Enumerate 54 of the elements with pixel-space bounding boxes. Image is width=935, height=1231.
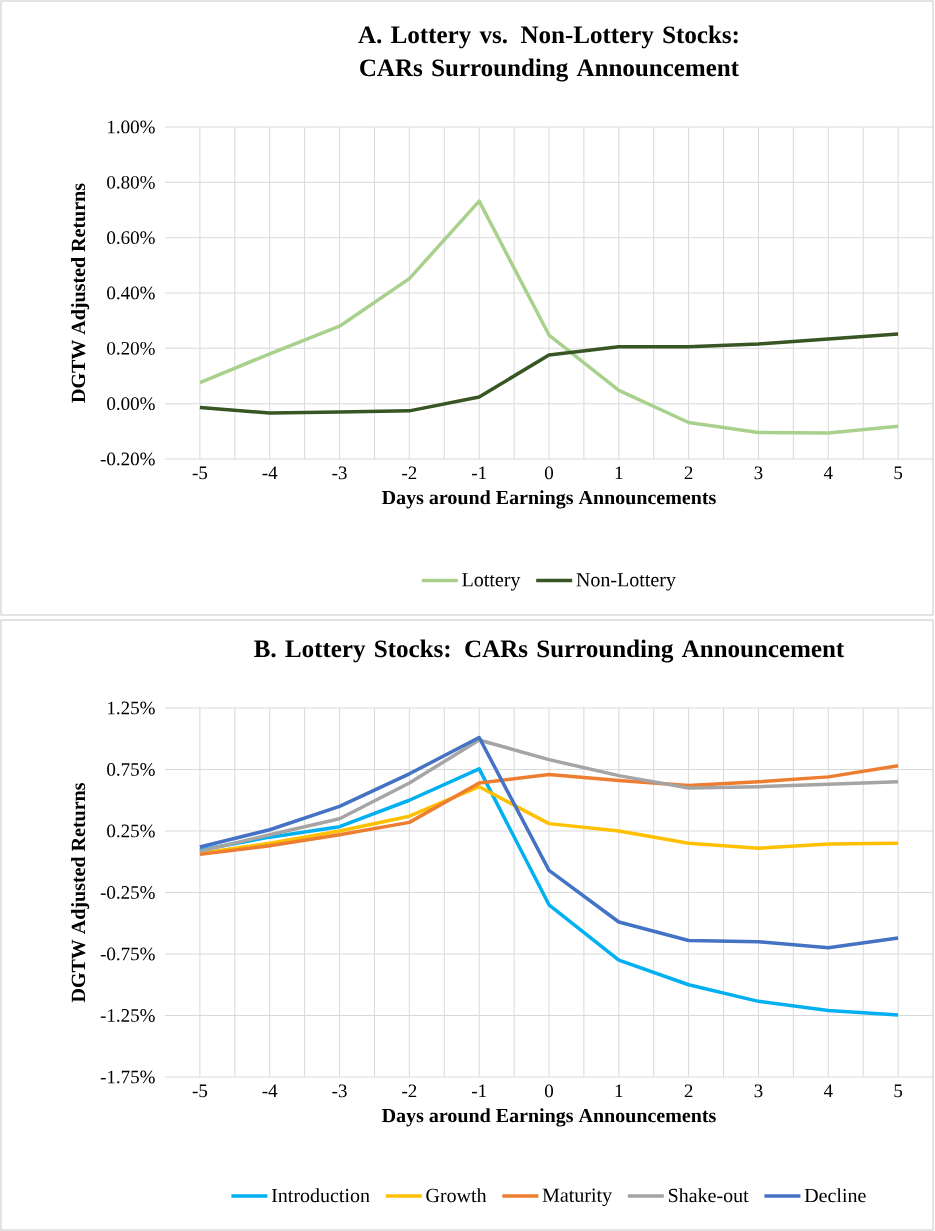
y-tick-label: -0.25%	[100, 886, 155, 899]
x-tick-label: -2	[402, 1084, 417, 1098]
line-series	[198, 767, 900, 1017]
legend-label: Non-Lottery	[576, 573, 676, 591]
x-tick-label: -4	[262, 1084, 278, 1098]
x-tick-label: 4	[823, 1084, 833, 1098]
legend-label: Decline	[804, 1188, 866, 1203]
x-tick-label: -4	[262, 466, 278, 480]
y-axis-title: DGTW Adjusted Returns	[71, 783, 90, 1003]
y-tick-label: 0.80%	[107, 175, 155, 189]
y-tick-label: -0.20%	[100, 452, 155, 466]
x-tick-label: 2	[684, 466, 693, 480]
chart-title: B. Lottery Stocks: CARs Surrounding Announcement	[254, 639, 845, 663]
x-tick-label: -5	[192, 1084, 208, 1098]
legend-label: Introduction	[271, 1188, 370, 1203]
legend-label: Maturity	[542, 1188, 613, 1207]
legend-label: Shake-out	[668, 1188, 749, 1203]
chart-title: A. Lottery vs. Non-Lottery Stocks: CARs Surrounding Announcement	[358, 25, 739, 82]
x-tick-label: -3	[332, 466, 347, 480]
y-tick-label: 0.60%	[107, 231, 155, 245]
legend-label: Lottery	[462, 573, 521, 591]
line-series	[198, 735, 900, 950]
x-tick-label: -2	[402, 466, 417, 480]
legend-label: Growth	[426, 1188, 487, 1203]
x-tick-label: 2	[684, 1084, 693, 1098]
x-tick-label: -1	[471, 1084, 486, 1098]
y-tick-label: -0.75%	[100, 947, 155, 961]
y-tick-label: 1.25%	[108, 701, 155, 715]
x-tick-label: -1	[471, 466, 486, 480]
y-tick-label: 0.25%	[107, 824, 155, 838]
line-series	[198, 199, 900, 435]
line-series	[198, 764, 900, 857]
x-tick-label: -5	[192, 466, 208, 480]
line-series	[198, 738, 900, 854]
x-tick-label: 3	[754, 466, 763, 480]
y-tick-label: 0.40%	[107, 286, 155, 300]
y-tick-label: 0.20%	[107, 341, 155, 355]
x-tick-label: 1	[615, 466, 623, 480]
x-tick-label: 1	[615, 1084, 623, 1098]
y-axis-title: DGTW Adjusted Returns	[71, 183, 90, 403]
x-tick-label: 0	[544, 1084, 554, 1098]
y-tick-label: 0.75%	[107, 763, 155, 776]
x-axis-title: Days around Earnings Announcements	[381, 490, 716, 509]
x-tick-label: 4	[823, 466, 833, 480]
x-tick-label: 0	[544, 466, 554, 480]
x-tick-label: 5	[894, 1084, 903, 1098]
x-tick-label: -3	[332, 1084, 347, 1098]
y-tick-label: 1.00%	[108, 120, 155, 134]
x-axis-title: Days around Earnings Announcements	[381, 1108, 716, 1127]
x-tick-label: 5	[894, 466, 903, 480]
x-tick-label: 3	[754, 1084, 763, 1098]
y-tick-label: -1.75%	[100, 1070, 155, 1084]
y-tick-label: 0.00%	[107, 397, 155, 411]
y-tick-label: -1.25%	[100, 1009, 155, 1022]
